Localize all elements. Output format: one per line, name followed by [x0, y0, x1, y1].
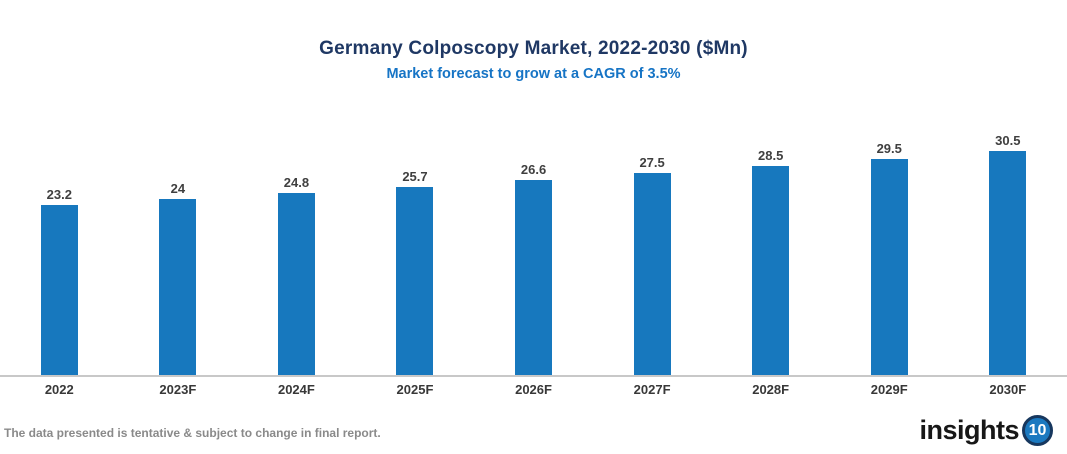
bar-value-label: 30.5 — [995, 133, 1021, 148]
bar-value-label: 25.7 — [402, 169, 428, 184]
insights10-logo: insights 10 — [919, 415, 1053, 446]
x-axis-label: 2023F — [159, 382, 197, 397]
x-axis-label: 2027F — [633, 382, 671, 397]
bar-column: 24 — [119, 110, 238, 375]
bar — [396, 187, 434, 375]
footer: The data presented is tentative & subjec… — [0, 415, 1067, 446]
bar-column: 26.6 — [474, 110, 593, 375]
bar-column: 24.8 — [237, 110, 356, 375]
disclaimer-text: The data presented is tentative & subjec… — [4, 426, 381, 440]
bar — [752, 166, 790, 375]
bar-column: 23.2 — [0, 110, 119, 375]
bar-value-label: 23.2 — [46, 187, 72, 202]
bar-value-label: 28.5 — [758, 148, 784, 163]
bar-value-label: 24 — [170, 181, 186, 196]
x-axis-label: 2029F — [870, 382, 908, 397]
bar-value-label: 26.6 — [520, 162, 547, 177]
chart-subtitle: Market forecast to grow at a CAGR of 3.5… — [386, 66, 681, 82]
bar — [870, 159, 908, 375]
chart-title: Germany Colposcopy Market, 2022-2030 ($M… — [319, 38, 748, 59]
logo-text: insights — [919, 415, 1019, 445]
logo-badge-10: 10 — [1022, 415, 1053, 446]
x-axis-label: 2026F — [515, 382, 552, 397]
bar-value-label: 27.5 — [639, 155, 665, 170]
x-axis-labels: 2022 2023F 2024F 2025F 2026F 2027F 2028F 2029F 2… — [0, 377, 1067, 397]
bar-column: 30.5 — [949, 110, 1067, 375]
bar — [989, 151, 1027, 375]
bar — [515, 180, 553, 375]
bar — [159, 199, 197, 375]
bar-column: 29.5 — [830, 110, 949, 375]
bar-column: 28.5 — [711, 110, 830, 375]
bar — [277, 193, 315, 375]
x-axis-line — [0, 375, 1067, 377]
x-axis-label: 2024F — [277, 382, 315, 397]
bar-column: 25.7 — [356, 110, 475, 375]
x-axis-label: 2030F — [989, 382, 1027, 397]
bar-chart: 23.2 24 24.8 25.7 26.6 27.5 28.5 29.5 30.5 2022 2… — [0, 110, 1067, 397]
bar — [40, 205, 78, 375]
bar — [633, 173, 671, 375]
x-axis-label: 2028F — [752, 382, 790, 397]
x-axis-label: 2022 — [44, 382, 74, 397]
bars-row: 23.2 24 24.8 25.7 26.6 27.5 28.5 29.5 30.5 — [0, 110, 1067, 375]
chart-header: Germany Colposcopy Market, 2022-2030 ($M… — [0, 0, 1067, 82]
bar-value-label: 29.5 — [876, 141, 902, 156]
x-axis-label: 2025F — [396, 382, 434, 397]
bar-value-label: 24.8 — [283, 175, 310, 190]
bar-column: 27.5 — [593, 110, 712, 375]
